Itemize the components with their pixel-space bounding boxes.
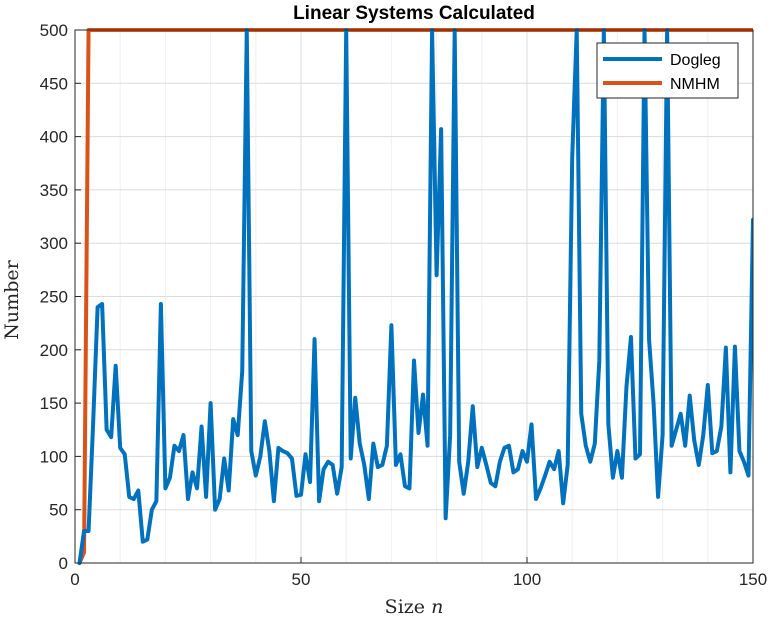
x-tick-label: 0 — [70, 570, 79, 589]
x-tick-label: 150 — [739, 570, 767, 589]
ticks: 0 50 100 150 0 50 100 150 200 250 300 350 400 450 500 — [40, 21, 768, 589]
y-tick-label: 300 — [40, 234, 68, 253]
y-axis-label: Number — [1, 259, 23, 339]
legend: Dogleg NMHM — [596, 42, 739, 99]
legend-items: Dogleg NMHM — [603, 52, 721, 93]
x-axis-label-text: Size — [385, 596, 425, 618]
y-tick-label: 500 — [40, 21, 68, 40]
x-axis-label-variable: n — [431, 596, 443, 618]
y-tick-label: 450 — [40, 74, 68, 93]
chart-title: Linear Systems Calculated — [293, 3, 535, 24]
x-axis-label: Size n — [385, 596, 444, 618]
y-tick-label: 350 — [40, 181, 68, 200]
y-tick-label: 200 — [40, 341, 68, 360]
y-tick-label: 0 — [59, 554, 68, 573]
series-line-dogleg — [77, 28, 753, 565]
y-tick-label: 150 — [40, 394, 68, 413]
y-tick-label: 400 — [40, 128, 68, 147]
x-tick-label: 100 — [513, 570, 541, 589]
legend-box — [596, 42, 739, 99]
y-tick-label: 50 — [49, 501, 68, 520]
x-tick-label: 50 — [292, 570, 311, 589]
y-tick-label: 100 — [40, 447, 68, 466]
y-tick-label: 250 — [40, 288, 68, 307]
legend-label-nmhm: NMHM — [670, 76, 720, 93]
legend-label-dogleg: Dogleg — [670, 52, 721, 69]
